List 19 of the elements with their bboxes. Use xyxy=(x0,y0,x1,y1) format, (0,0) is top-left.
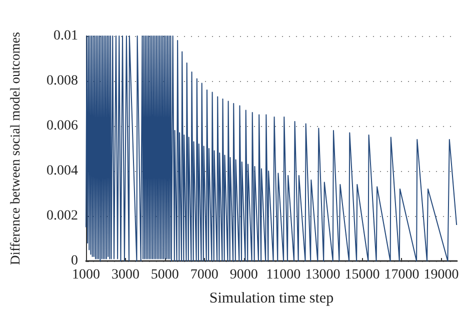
x-tick-label: 7000 xyxy=(190,268,218,282)
x-tick-label: 9000 xyxy=(230,268,258,282)
x-axis-title: Simulation time step xyxy=(209,290,334,306)
x-tick-label: 11000 xyxy=(266,268,301,282)
x-tick-label: 5000 xyxy=(150,268,179,282)
y-tick-label: 0 xyxy=(71,254,78,268)
x-tick-label: 3000 xyxy=(111,268,140,282)
x-tick-label: 17000 xyxy=(384,268,420,282)
y-tick-label: 0.008 xyxy=(46,74,78,88)
y-tick-label: 0.01 xyxy=(54,28,78,44)
x-tick-label: 19000 xyxy=(424,268,459,282)
x-tick-label: 13000 xyxy=(305,268,340,282)
y-tick-label: 0.006 xyxy=(46,118,78,134)
y-tick-label: 0.004 xyxy=(46,164,78,178)
line-series xyxy=(86,36,458,262)
y-axis-title: Difference between social model outcomes xyxy=(8,32,22,265)
x-tick-label: 1000 xyxy=(72,268,100,282)
y-tick-label: 0.002 xyxy=(46,208,78,224)
x-tick-label: 15000 xyxy=(344,268,380,282)
